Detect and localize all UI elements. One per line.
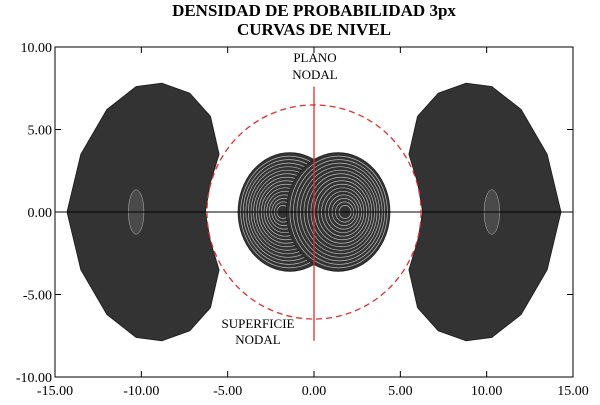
x-tick-label: -5.00	[213, 384, 242, 399]
x-tick-label: 15.00	[557, 384, 589, 399]
annotation-plane-line1: PLANO	[293, 50, 336, 65]
axis-ticks: -15.00 -10.00 -5.00 0.00 5.00 10.00 15.00-10.0…	[16, 41, 589, 399]
y-tick-label: -5.00	[23, 289, 52, 304]
x-tick-label: 10.00	[471, 384, 503, 399]
chart-title: DENSIDAD DE PROBABILIDAD 3px	[172, 1, 456, 20]
y-tick-label: -10.00	[16, 371, 52, 386]
chart-subtitle: CURVAS DE NIVEL	[237, 20, 391, 39]
annotation-surface-line1: SUPERFICIE	[222, 316, 295, 331]
y-tick-label: 5.00	[28, 124, 53, 139]
x-tick-label: -15.00	[37, 384, 73, 399]
x-tick-label: 0.00	[302, 384, 327, 399]
y-tick-label: 0.00	[28, 206, 53, 221]
plot-area	[54, 46, 574, 378]
x-tick-label: -10.00	[123, 384, 159, 399]
y-tick-label: 10.00	[21, 41, 53, 56]
annotation-surface-line2: NODAL	[235, 332, 281, 347]
x-tick-label: 5.00	[388, 384, 413, 399]
annotation-plane-line2: NODAL	[292, 67, 338, 82]
